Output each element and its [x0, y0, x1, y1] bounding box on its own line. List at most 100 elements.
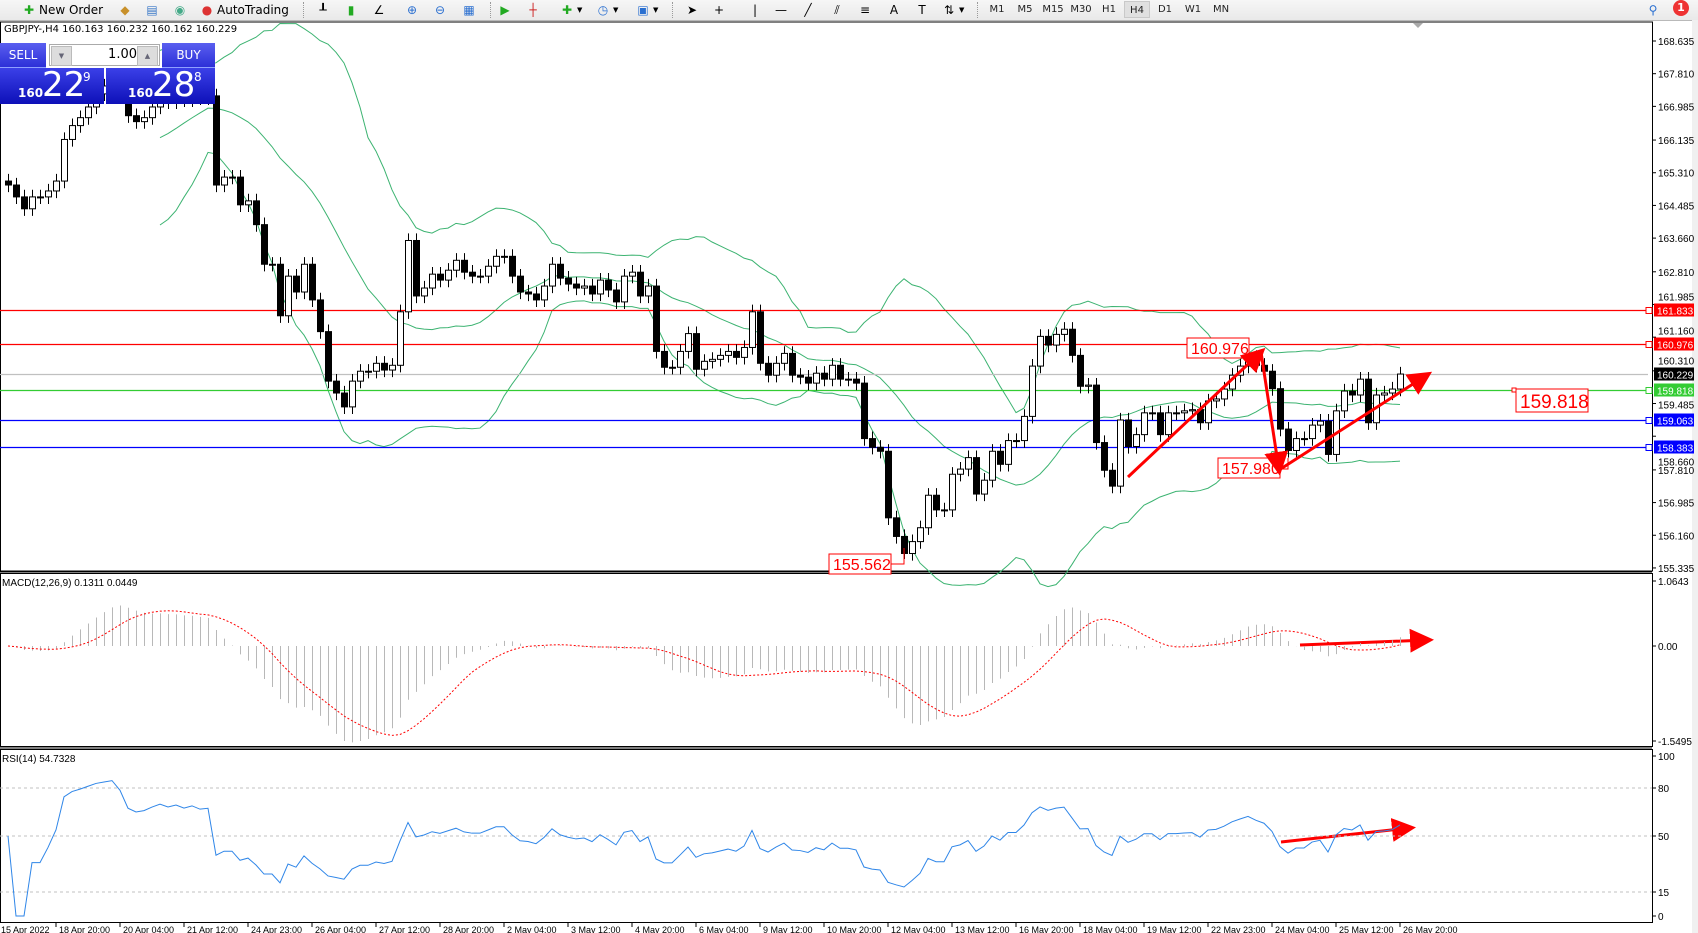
bear-candle — [1349, 390, 1356, 396]
trend-arrow[interactable] — [1259, 351, 1289, 476]
timeframe-h1[interactable]: H1 — [1102, 4, 1116, 15]
sell-price[interactable]: 160 22 9 — [0, 65, 104, 105]
price-axis-label: 168.635 — [1658, 37, 1695, 48]
bear-candle — [653, 285, 660, 352]
line-anchor-handle[interactable] — [1645, 307, 1653, 314]
tile-windows-button[interactable]: ▦ — [462, 1, 476, 18]
bear-candle — [237, 176, 244, 206]
signals-button[interactable]: ◉ — [173, 1, 187, 18]
bull-candle — [269, 263, 276, 266]
line-anchor-handle[interactable] — [1645, 444, 1653, 451]
timeframe-h4[interactable]: H4 — [1124, 1, 1150, 18]
timeframe-d1[interactable]: D1 — [1157, 4, 1173, 15]
macd-axis-label: 1.0643 — [1658, 577, 1689, 588]
timeframe-w1[interactable]: W1 — [1184, 4, 1202, 15]
rsi-axis-label: 100 — [1658, 752, 1675, 763]
bull-candle — [629, 271, 636, 277]
bear-candle — [309, 263, 316, 301]
buy-price-pips: 28 — [152, 65, 196, 105]
arrows-icon: ⇅ — [943, 2, 955, 17]
templates-button[interactable]: ▣ ▼ — [636, 1, 658, 18]
bull-candle — [645, 285, 652, 297]
bull-candle — [373, 362, 380, 372]
line-anchor-handle[interactable] — [1645, 387, 1653, 394]
time-axis-label: 24 Apr 23:00 — [251, 925, 302, 933]
autotrading-button[interactable]: ● AutoTrading — [200, 1, 289, 18]
bull-candle — [541, 285, 548, 301]
macd-label: MACD(12,26,9) 0.1311 0.0449 — [2, 578, 138, 589]
bull-candle — [1357, 378, 1364, 396]
crosshair-button[interactable]: + — [712, 1, 726, 18]
bar-chart-button[interactable]: ┸ — [316, 1, 330, 18]
lot-decrease-button[interactable]: ▼ — [51, 46, 72, 66]
timeframe-m15[interactable]: M15 — [1042, 4, 1064, 15]
metaeditor-button[interactable]: ◆ — [118, 1, 132, 18]
price-axis-label: 159.485 — [1658, 401, 1695, 412]
bull-candle — [709, 358, 716, 362]
trend-arrow[interactable] — [1299, 628, 1434, 653]
bull-candle — [1085, 384, 1092, 387]
line-chart-button[interactable]: ∠ — [372, 1, 386, 18]
bull-candle — [1165, 412, 1172, 436]
text-label-button[interactable]: T — [915, 1, 929, 18]
time-axis-label: 12 May 04:00 — [891, 925, 946, 933]
chart-shift-marker-icon[interactable] — [1413, 23, 1423, 28]
sell-button[interactable]: SELL — [0, 43, 46, 68]
autoscroll-button[interactable]: ┼ — [526, 1, 540, 18]
price-axis-badge — [1654, 413, 1694, 427]
equidistant-channel-button[interactable]: ⫽ — [830, 1, 844, 18]
clock-icon: ◷ — [597, 2, 609, 17]
price-axis-badge-label: 160.976 — [1657, 341, 1694, 352]
bull-candle — [349, 380, 356, 408]
timeframe-m30[interactable]: M30 — [1070, 4, 1092, 15]
bear-candle — [413, 239, 420, 297]
zoom-out-button[interactable]: ⊖ — [433, 1, 447, 18]
timeframe-mn[interactable]: MN — [1212, 4, 1230, 15]
candlestick-button[interactable]: ▮ — [344, 1, 358, 18]
trend-arrow[interactable] — [1126, 347, 1266, 479]
indicators-button[interactable]: ✚ ▼ — [560, 1, 582, 18]
text-label-icon: T — [918, 2, 926, 17]
bear-candle — [805, 376, 812, 384]
search-button[interactable]: ⚲ — [1646, 1, 1660, 18]
timeframe-m5[interactable]: M5 — [1017, 4, 1033, 15]
bear-candle — [1093, 384, 1100, 444]
trendline-button[interactable]: ╱ — [801, 1, 815, 18]
arrows-button[interactable]: ⇅ ▼ — [942, 1, 964, 18]
notification-badge[interactable]: 1 — [1673, 0, 1689, 16]
lot-size-field[interactable]: ▼ 1.00 ▲ — [49, 44, 160, 66]
cursor-button[interactable]: ➤ — [685, 1, 699, 18]
bear-candle — [757, 311, 764, 364]
buy-button[interactable]: BUY — [162, 43, 215, 68]
bear-candle — [1269, 370, 1276, 390]
line-anchor-handle[interactable] — [1645, 341, 1653, 348]
timeframe-m1[interactable]: M1 — [989, 4, 1005, 15]
new-order-button[interactable]: ✚ New Order — [22, 1, 103, 18]
vertical-line-button[interactable]: | — [748, 1, 762, 18]
line-anchor-handle[interactable] — [1645, 417, 1653, 424]
bull-candle — [29, 196, 36, 210]
bar-chart-icon: ┸ — [319, 2, 327, 17]
periods-button[interactable]: ◷ ▼ — [596, 1, 619, 18]
rsi-axis-label: 50 — [1658, 832, 1670, 843]
chart-shift-button[interactable]: ▶ — [498, 1, 512, 18]
price-axis-badge-label: 159.063 — [1657, 417, 1694, 428]
bull-candle — [1021, 415, 1028, 442]
trendline-icon: ╱ — [804, 2, 812, 17]
lot-increase-button[interactable]: ▲ — [137, 46, 158, 66]
price-axis-badge — [1654, 440, 1694, 454]
buy-price[interactable]: 160 28 8 — [106, 65, 215, 105]
bull-candle — [949, 473, 956, 511]
trend-arrow[interactable] — [1278, 371, 1433, 472]
zoom-in-button[interactable]: ⊕ — [405, 1, 419, 18]
navigator-button[interactable]: ▤ — [145, 1, 159, 18]
horizontal-line-button[interactable]: — — [774, 1, 788, 18]
right-edge-strip — [1692, 20, 1698, 933]
sell-price-prefix: 160 — [18, 86, 44, 100]
bull-candle — [1181, 410, 1188, 414]
text-button[interactable]: A — [887, 1, 901, 18]
bear-candle — [533, 293, 540, 301]
bull-candle — [493, 255, 500, 267]
fibonacci-button[interactable]: ≡ — [858, 1, 872, 18]
